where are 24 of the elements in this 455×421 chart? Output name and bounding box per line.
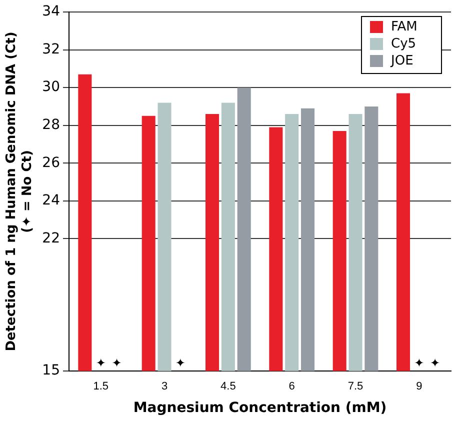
x-tick-label: 1.5 <box>93 380 108 393</box>
y-tick-label: 32 <box>42 41 60 58</box>
y-tick-label: 26 <box>42 154 60 171</box>
legend-label: JOE <box>390 53 414 68</box>
y-tick-label: 15 <box>42 362 60 379</box>
text: ✦ <box>96 356 106 370</box>
x-tick-label: 9 <box>416 380 422 393</box>
legend-label: FAM <box>391 19 418 34</box>
y-tick-label: 28 <box>42 117 60 134</box>
x-tick-label: 6 <box>288 380 295 393</box>
x-tick-label: 4.5 <box>220 380 236 393</box>
y-tick-label: 34 <box>42 4 60 20</box>
x-tick-label: 3 <box>161 380 168 393</box>
text: ✦ <box>414 356 424 370</box>
y-tick-label: 22 <box>42 230 60 246</box>
y-axis-title: Detection of 1 ng Human Genomic DNA (Ct) (✦ = No Ct) <box>4 32 35 352</box>
x-tick-label: 7.5 <box>348 380 364 393</box>
y-tick-label: 24 <box>42 192 60 209</box>
text: ✦ <box>175 356 186 370</box>
legend-label: Cy5 <box>391 36 416 52</box>
y-tick-label: 30 <box>42 79 60 96</box>
text: ✦ <box>112 356 122 370</box>
text: ✦ <box>430 356 440 370</box>
x-axis-title: Magnesium Concentration (mM) <box>133 400 387 416</box>
